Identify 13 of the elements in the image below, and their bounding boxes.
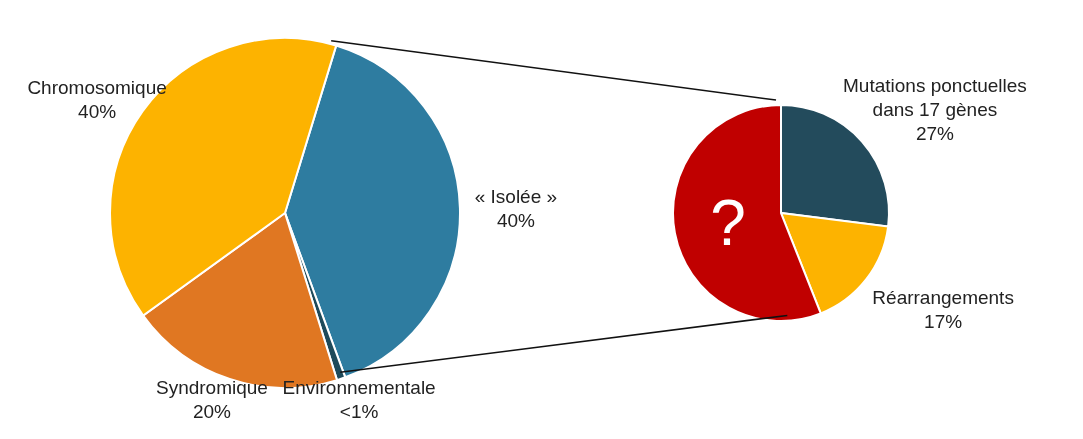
data-label: 20% [192, 400, 232, 422]
data-label: 40% [78, 100, 117, 122]
slice-label: Réarrangements [872, 286, 1014, 308]
slice-label: ? [710, 187, 746, 260]
data-label: <1% [339, 400, 379, 422]
slice-label: Chromosomique [27, 76, 167, 98]
slice-label: Mutations ponctuelles dans 17 gènes [843, 74, 1027, 120]
slice-label: Environnementale [282, 376, 436, 398]
data-label: 17% [924, 310, 963, 332]
data-label: 40% [496, 209, 536, 231]
data-label: 27% [915, 122, 955, 144]
slice-label: Syndromique [156, 376, 268, 398]
slice-label: « Isolée » [474, 185, 558, 207]
